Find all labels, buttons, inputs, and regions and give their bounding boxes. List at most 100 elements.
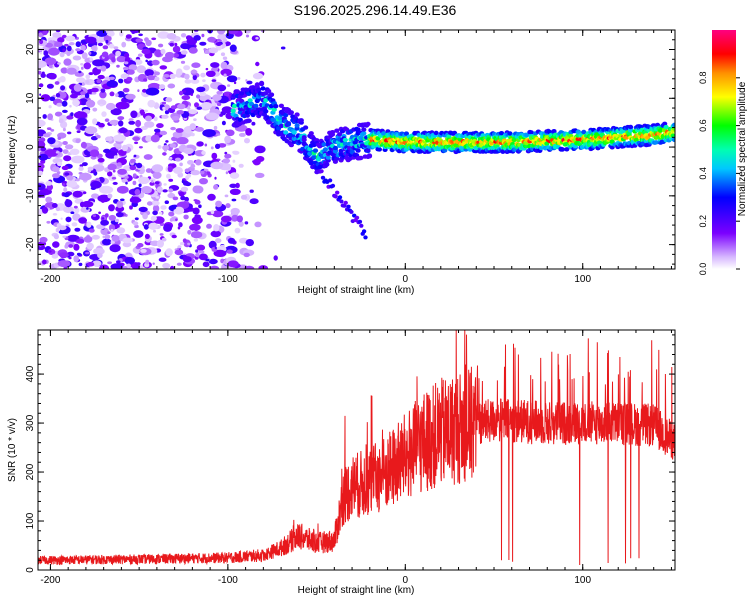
colorbar-gradient	[712, 30, 736, 269]
noise-blob	[87, 261, 95, 267]
noise-blob	[38, 162, 45, 171]
noise-blob	[254, 145, 266, 154]
noise-blob	[125, 181, 128, 185]
noise-blob	[69, 104, 72, 108]
noise-blob	[44, 57, 57, 66]
y-tick-label: -20	[25, 237, 36, 252]
noise-blob	[213, 184, 219, 190]
noise-blob	[92, 59, 105, 67]
noise-blob	[145, 135, 153, 142]
noise-blob	[180, 60, 186, 64]
noise-blob	[220, 215, 232, 223]
noise-blob	[57, 91, 67, 99]
ridge-cell	[308, 131, 314, 136]
noise-blob	[155, 196, 160, 199]
ridge-cell	[271, 107, 277, 112]
noise-blob	[59, 52, 65, 58]
noise-blob	[185, 35, 192, 41]
noise-blob	[62, 109, 68, 113]
ridge-cell	[283, 113, 289, 118]
noise-blob	[115, 101, 130, 110]
noise-blob	[63, 192, 70, 198]
noise-blob	[124, 175, 129, 179]
ridge-cell	[342, 141, 348, 146]
noise-blob	[150, 215, 157, 221]
noise-blob	[205, 70, 216, 78]
noise-blob	[193, 238, 199, 242]
noise-blob	[54, 81, 60, 85]
noise-blob	[159, 233, 164, 236]
noise-blob	[70, 93, 78, 99]
noise-blob	[66, 234, 80, 242]
noise-blob	[251, 121, 256, 126]
noise-blob	[99, 91, 107, 99]
y-tick-label: 20	[25, 44, 36, 56]
ridge-cell	[596, 140, 603, 145]
noise-blob	[157, 31, 170, 39]
noise-blob	[156, 123, 164, 129]
noise-blob	[192, 207, 200, 215]
noise-blob	[92, 118, 98, 125]
x-tick-label: -100	[218, 575, 238, 586]
ridge-cell	[283, 130, 289, 135]
noise-blob	[175, 218, 178, 222]
noise-blob	[204, 143, 208, 147]
noise-blob	[231, 198, 237, 202]
noise-blob	[113, 155, 118, 159]
ridge-cell	[628, 127, 634, 133]
noise-blob	[137, 89, 140, 92]
noise-blob	[169, 143, 177, 148]
noise-blob	[219, 113, 224, 117]
noise-blob	[63, 205, 74, 214]
noise-blob	[73, 205, 78, 209]
noise-blob	[46, 83, 54, 89]
noise-blob	[108, 214, 117, 221]
noise-blob	[238, 132, 246, 137]
noise-blob	[181, 179, 185, 184]
noise-blob	[38, 183, 46, 191]
noise-blob	[67, 131, 72, 135]
noise-blob	[232, 159, 236, 163]
noise-blob	[48, 73, 57, 80]
colorbar-label: Normalized spectral amplitude	[737, 81, 748, 216]
noise-blob	[207, 193, 216, 201]
noise-blob	[79, 172, 92, 181]
noise-blob	[124, 257, 135, 265]
noise-blob	[39, 93, 42, 96]
noise-blob	[97, 42, 103, 47]
noise-blob	[80, 141, 87, 149]
y-tick-label: -10	[25, 188, 36, 203]
noise-blob	[151, 37, 157, 41]
noise-blob	[215, 238, 222, 244]
noise-blob	[107, 193, 113, 199]
ridge-cell	[500, 149, 506, 154]
noise-blob	[152, 204, 160, 213]
noise-blob	[57, 161, 63, 167]
noise-blob	[243, 265, 255, 269]
noise-blob	[201, 102, 212, 110]
noise-blob	[121, 144, 128, 152]
noise-blob	[152, 210, 158, 216]
noise-blob	[132, 173, 137, 178]
colorbar-tick-label: 0.4	[698, 167, 708, 180]
noise-blob	[172, 131, 183, 138]
noise-blob	[227, 30, 239, 35]
noise-blob	[187, 242, 191, 246]
noise-blob	[215, 143, 221, 149]
noise-blob	[91, 234, 101, 240]
ridge-cell	[332, 145, 338, 151]
noise-blob	[176, 137, 189, 145]
noise-blob	[140, 248, 147, 253]
ridge-cell	[358, 155, 364, 161]
noise-blob	[106, 80, 118, 88]
ridge-cell	[247, 98, 253, 103]
noise-blob	[101, 199, 105, 203]
noise-blob	[226, 129, 235, 137]
y-tick-label: 400	[25, 365, 36, 382]
noise-blob	[202, 261, 210, 268]
noise-blob	[73, 255, 79, 263]
noise-blob	[50, 128, 55, 132]
noise-blob	[130, 110, 138, 119]
ridge-cell	[453, 143, 459, 148]
noise-blob	[224, 135, 232, 144]
